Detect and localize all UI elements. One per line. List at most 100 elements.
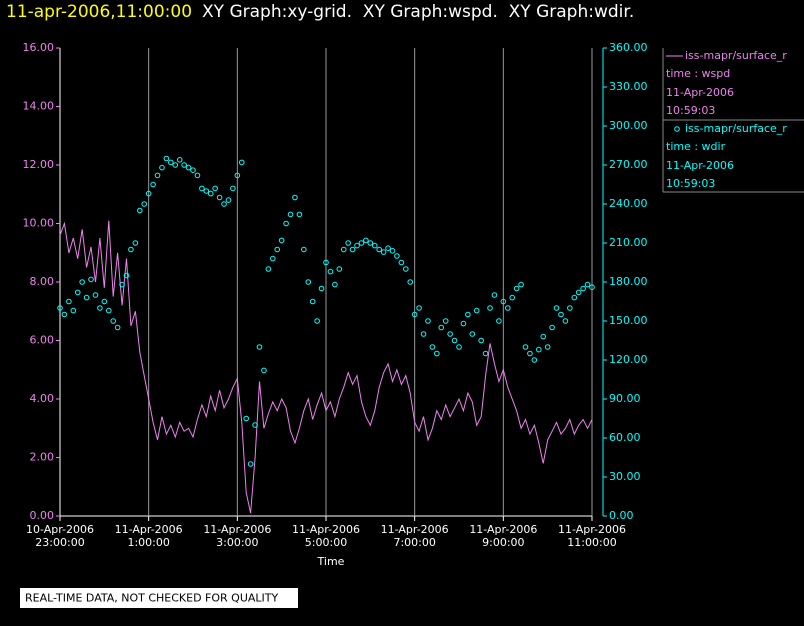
wdir-point [176,157,183,163]
wdir-point [216,194,223,201]
title-line: 11-apr-2006,11:00:00 XY Graph:xy-grid. XY… [6,2,634,22]
wdir-point [496,318,502,324]
wdir-point [363,237,369,244]
legend-name: iss-mapr/surface_r [685,49,787,62]
wdir-point [141,201,148,207]
wdir-point [376,246,383,253]
wdir-point [247,461,254,467]
wdir-point [336,266,343,272]
wdir-point [252,422,258,428]
wdir-point [327,268,334,275]
y-tick-label: 6.00 [30,334,55,347]
wdir-point [292,194,298,201]
x-tick-label: 11-Apr-2006 [203,523,271,536]
wdir-point [287,211,294,218]
wdir-point [207,190,214,197]
wdir-point [185,164,192,171]
y2-tick-label: 60.00 [609,431,641,444]
wdir-point [57,305,63,311]
wdir-point [358,240,365,246]
wdir-point [473,307,480,314]
legend-name: iss-mapr/surface_r [685,122,787,135]
wdir-point [389,248,396,254]
wdir-point [451,337,458,344]
x-axis-label: Time [317,555,345,568]
wdir-point [234,172,241,179]
wdir-point [385,245,391,251]
legend-date: 11-Apr-2006 [666,159,734,172]
wdir-point [132,240,139,246]
x-tick-label: 11-Apr-2006 [469,523,537,536]
y2-tick-label: 270.00 [609,158,648,171]
wdir-point [212,185,218,192]
wdir-point [105,307,112,314]
wdir-point [500,298,507,305]
x-tick-label: 11-Apr-2006 [115,523,183,536]
y2-tick-label: 0.00 [609,509,634,522]
wdir-point [154,172,161,179]
wdir-point [61,311,68,318]
wdir-point [305,279,312,285]
wdir-point [74,289,81,296]
wdir-point [123,272,130,279]
wdir-point [589,284,595,291]
wdir-point [380,249,387,255]
wdir-point [70,307,77,314]
chart-title: XY Graph:xy-grid. XY Graph:wspd. XY Grap… [202,2,634,22]
wdir-point [584,281,591,288]
wspd-line [59,220,593,514]
x-tick-label: 23:00:00 [35,536,84,549]
wdir-point [491,292,498,298]
wdir-point [79,279,85,285]
wdir-point [558,311,564,318]
wdir-point [265,266,272,272]
note: REAL-TIME DATA, NOT CHECKED FOR QUALITY [25,592,279,605]
y-tick-label: 12.00 [23,158,55,171]
wdir-point [540,333,547,340]
wdir-point [101,298,108,305]
x-tick-label: 11-Apr-2006 [558,523,626,536]
legend-label: time : wspd [666,67,730,80]
wdir-point [549,324,555,331]
wdir-point [442,318,449,324]
wdir-point [159,164,165,171]
wdir-point [571,294,578,301]
x-tick-label: 7:00:00 [393,536,435,549]
wdir-point [261,367,267,374]
wdir-point [318,285,325,292]
wdir-point [478,337,484,344]
wdir-point [168,159,174,166]
wdir-point [527,350,533,357]
y2-tick-label: 360.00 [609,41,648,54]
wdir-point [482,350,489,357]
legend-label: time : wdir [666,140,726,153]
wdir-point [544,344,551,350]
wdir-point [354,242,360,249]
y2-tick-label: 180.00 [609,275,648,288]
y-tick-label: 8.00 [30,275,55,288]
wdir-point [309,298,316,305]
wdir-point [460,320,467,327]
wdir-point [150,181,156,188]
y2-tick-label: 300.00 [609,119,648,132]
wdir-point [367,240,374,246]
wdir-point [340,246,347,253]
x-tick-label: 10-Apr-2006 [26,523,94,536]
wdir-point [203,188,210,194]
wdir-point [238,159,245,166]
wdir-point [270,255,276,262]
wdir-point [181,162,187,168]
y2-tick-label: 120.00 [609,353,648,366]
wdir-point [553,305,560,311]
y2-tick-label: 330.00 [609,80,648,93]
wdir-point [137,207,143,214]
wdir-point [575,289,582,296]
wdir-point [349,246,356,253]
wdir-point [110,318,116,324]
wdir-point [92,292,99,298]
y-tick-label: 16.00 [23,41,55,54]
wdir-point [580,285,586,292]
wdir-point [562,318,569,324]
